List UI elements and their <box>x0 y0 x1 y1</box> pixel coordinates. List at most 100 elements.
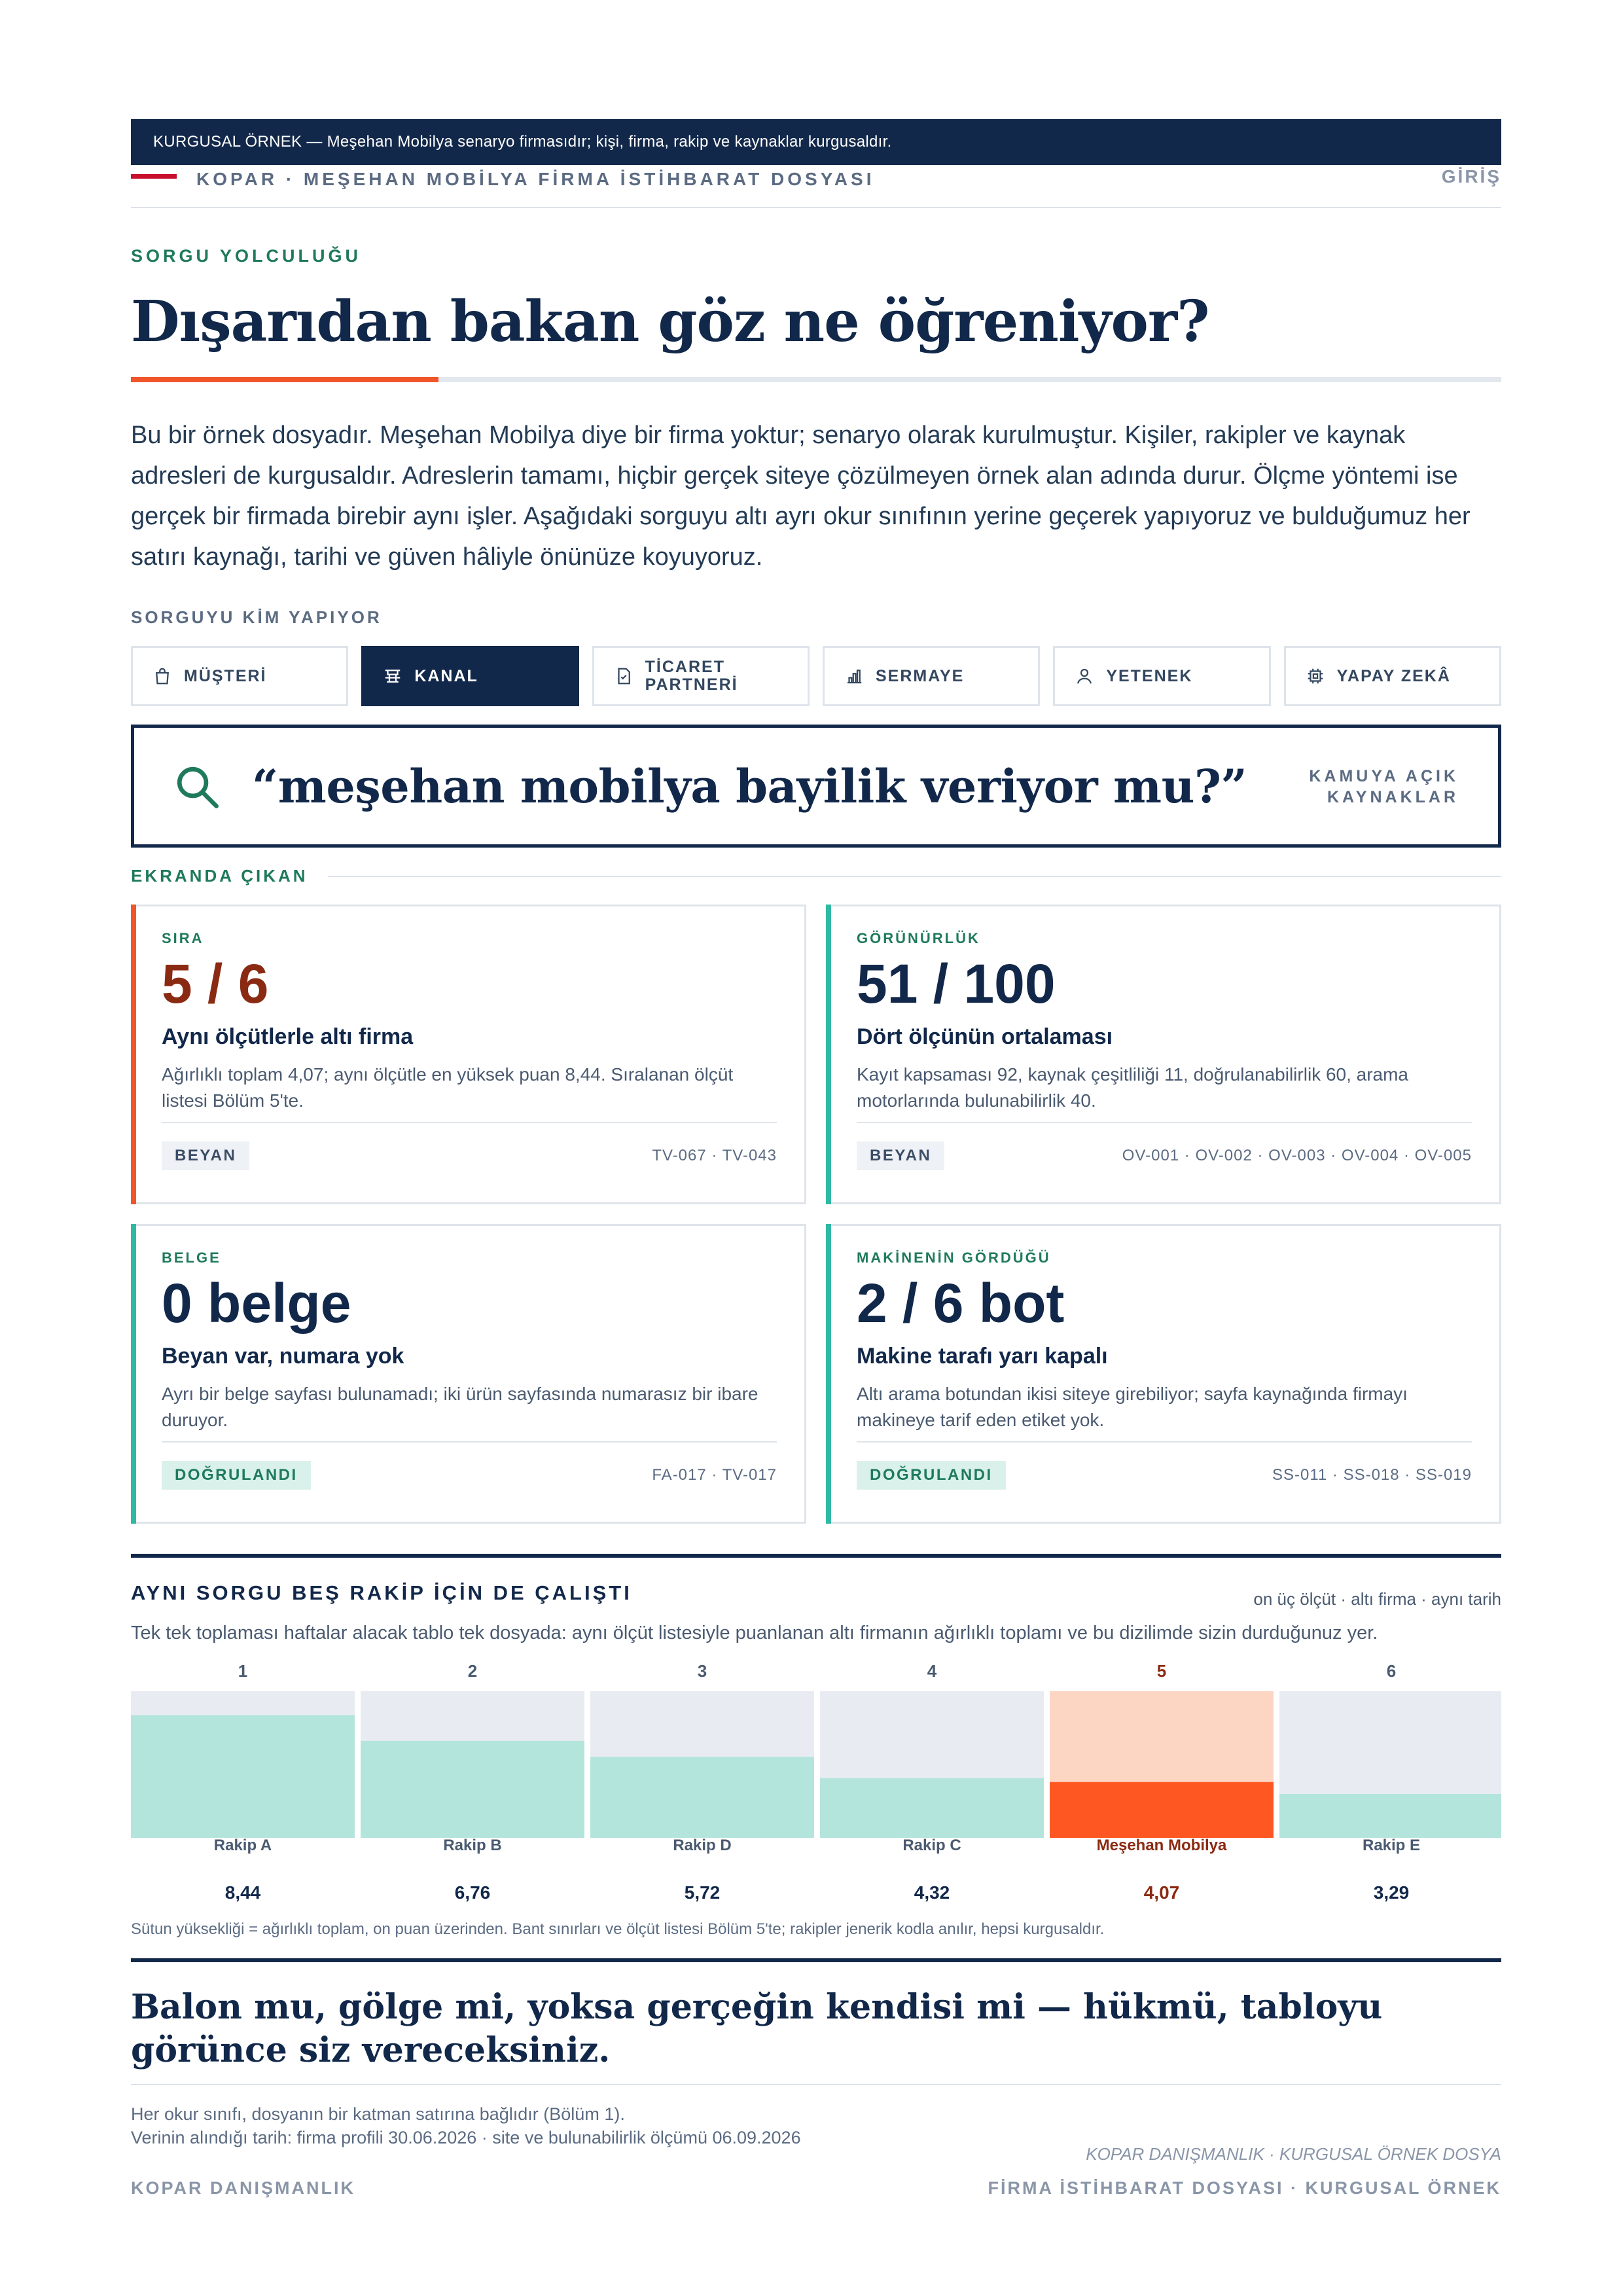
tab-ticaret-partneri[interactable]: TİCARET PARTNERİ <box>592 646 810 706</box>
card-title: Dört ölçünün ortalaması <box>857 1024 1113 1049</box>
card-desc: Kayıt kapsaması 92, kaynak çeşitliliği 1… <box>857 1064 1409 1111</box>
card-value: 2 / 6 bot <box>857 1272 1065 1334</box>
card-makine: MAKİNENİN GÖRDÜĞÜ 2 / 6 bot Makine taraf… <box>826 1224 1501 1524</box>
value-label: 4,07 <box>1143 1882 1180 1903</box>
card-footer: BEYAN TV-067 · TV-043 <box>162 1141 777 1170</box>
card-accent-bar <box>826 1224 831 1524</box>
card-gorunurluk: GÖRÜNÜRLÜK 51 / 100 Dört ölçünün ortalam… <box>826 905 1501 1204</box>
person-icon <box>1077 668 1092 684</box>
footer-date: Verinin alındığı tarih: firma profili 30… <box>131 2128 801 2147</box>
brand-title: KOPAR · MEŞEHAN MOBİLYA FİRMA İSTİHBARAT… <box>196 169 875 189</box>
bar <box>1050 1782 1274 1838</box>
card-label: SIRA <box>162 930 204 946</box>
card-label: BELGE <box>162 1249 221 1266</box>
card-value: 51 / 100 <box>857 953 1056 1014</box>
card-footer: BEYAN OV-001 · OV-002 · OV-003 · OV-004 … <box>857 1141 1472 1170</box>
card-divider <box>162 1441 777 1443</box>
fictional-notice-banner: KURGUSAL ÖRNEK — Meşehan Mobilya senaryo… <box>131 119 1501 165</box>
card-sira: SIRA 5 / 6 Aynı ölçütlerle altı firma Ağ… <box>131 905 806 1204</box>
screen-label: EKRANDA ÇIKAN <box>131 866 308 886</box>
comparison-title: AYNI SORGU BEŞ RAKİP İÇİN DE ÇALIŞTI <box>131 1581 632 1604</box>
tab-yapay-zeka[interactable]: YAPAY ZEKÂ <box>1283 646 1501 706</box>
card-title: Beyan var, numara yok <box>162 1344 404 1369</box>
card-desc: Ağırlıklı toplam 4,07; aynı ölçütle en y… <box>162 1064 734 1111</box>
footer-dossier-label: FİRMA İSTİHBARAT DOSYASI · KURGUSAL ÖRNE… <box>988 2178 1501 2198</box>
card-divider <box>857 1441 1472 1443</box>
tab-yetenek[interactable]: YETENEK <box>1053 646 1271 706</box>
closing-statement: Balon mu, gölge mi, yoksa gerçeğin kendi… <box>131 1958 1501 2085</box>
intro-paragraph: Bu bir örnek dosyadır. Meşehan Mobilya d… <box>131 422 1471 571</box>
ranking-bars <box>131 1691 1501 1838</box>
source-refs: OV-001 · OV-002 · OV-003 · OV-004 · OV-0… <box>1122 1147 1472 1164</box>
company-name-label: Rakip C <box>902 1837 961 1854</box>
tab-sermaye[interactable]: SERMAYE <box>822 646 1041 706</box>
subhead-rule <box>327 875 1501 877</box>
footer-company: KOPAR DANIŞMANLIK <box>131 2178 355 2198</box>
card-accent-bar <box>826 905 831 1204</box>
bar-chart-icon <box>847 670 862 684</box>
brand-mark <box>131 174 177 179</box>
tab-label: MÜŞTERİ <box>184 666 267 685</box>
company-name-label: Rakip B <box>443 1837 502 1854</box>
source-refs: TV-067 · TV-043 <box>652 1147 777 1164</box>
value-label: 3,29 <box>1373 1882 1410 1903</box>
card-accent-bar <box>131 905 136 1204</box>
source-refs: FA-017 · TV-017 <box>652 1466 777 1484</box>
entry-link[interactable]: GİRİŞ <box>1441 166 1501 187</box>
card-divider <box>162 1122 777 1123</box>
company-name-label: Rakip D <box>673 1837 732 1854</box>
ranking-chart: Sütun yüksekliği = ağırlıklı toplam, on … <box>131 1661 1501 1949</box>
status-badge: BEYAN <box>857 1141 945 1170</box>
page-title: Dışarıdan bakan göz ne öğreniyor? <box>131 289 1210 355</box>
card-title: Makine tarafı yarı kapalı <box>857 1344 1108 1369</box>
card-value: 0 belge <box>162 1272 351 1334</box>
rank-label: 5 <box>1156 1661 1167 1681</box>
value-label: 5,72 <box>684 1882 721 1903</box>
competitor-comparison: AYNI SORGU BEŞ RAKİP İÇİN DE ÇALIŞTI on … <box>131 1554 1501 1949</box>
rank-label: 4 <box>927 1661 937 1681</box>
query-source: KAMUYA AÇIK KAYNAKLAR <box>1309 767 1459 806</box>
card-label: MAKİNENİN GÖRDÜĞÜ <box>857 1249 1051 1266</box>
title-rule-accent <box>131 377 438 382</box>
bar <box>590 1757 814 1838</box>
section-kicker: SORGU YOLCULUĞU <box>131 246 362 266</box>
card-value: 5 / 6 <box>162 953 269 1014</box>
screen-subhead: EKRANDA ÇIKAN <box>131 866 1501 886</box>
rank-label: 1 <box>238 1661 248 1681</box>
status-badge: BEYAN <box>162 1141 250 1170</box>
document-check-icon <box>618 668 630 685</box>
bar <box>1279 1794 1501 1838</box>
tab-label: KANAL <box>414 666 478 685</box>
tab-label: YETENEK <box>1106 666 1193 685</box>
tab-musteri[interactable]: MÜŞTERİ <box>131 646 349 706</box>
comparison-meta: on üç ölçüt · altı firma · aynı tarih <box>1253 1589 1501 1609</box>
tab-label: SERMAYE <box>875 666 965 685</box>
footer-right-label: KOPAR DANIŞMANLIK · KURGUSAL ÖRNEK DOSYA <box>1086 2144 1501 2164</box>
source-refs: SS-011 · SS-018 · SS-019 <box>1272 1466 1472 1484</box>
bar <box>131 1715 355 1838</box>
tab-label: TİCARET PARTNERİ <box>645 658 738 694</box>
card-desc: Ayrı bir belge sayfası bulunamadı; iki ü… <box>162 1384 758 1430</box>
query-box[interactable]: “meşehan mobilya bayilik veriyor mu?” KA… <box>131 725 1501 848</box>
card-footer: DOĞRULANDI FA-017 · TV-017 <box>162 1461 777 1490</box>
company-name-label: Meşehan Mobilya <box>1096 1837 1227 1854</box>
title-rule <box>131 377 1501 382</box>
finding-cards: SIRA 5 / 6 Aynı ölçütlerle altı firma Ağ… <box>131 905 1501 1524</box>
page: KURGUSAL ÖRNEK — Meşehan Mobilya senaryo… <box>131 119 1501 2198</box>
bar <box>820 1778 1044 1838</box>
value-label: 6,76 <box>454 1882 491 1903</box>
top-nav: KOPAR · MEŞEHAN MOBİLYA FİRMA İSTİHBARAT… <box>131 165 1501 208</box>
value-label: 4,32 <box>914 1882 950 1903</box>
tab-kanal[interactable]: KANAL <box>361 646 579 706</box>
card-belge: BELGE 0 belge Beyan var, numara yok Ayrı… <box>131 1224 806 1524</box>
card-accent-bar <box>131 1224 136 1524</box>
card-title: Aynı ölçütlerle altı firma <box>162 1024 414 1049</box>
query-text: “meşehan mobilya bayilik veriyor mu?” <box>252 759 1247 814</box>
card-desc: Altı arama botundan ikisi siteye girebil… <box>857 1384 1408 1430</box>
reader-tabs: MÜŞTERİ KANAL TİCARET PARTNERİ SERMAYE Y… <box>131 646 1501 706</box>
chart-note: Sütun yüksekliği = ağırlıklı toplam, on … <box>131 1920 1105 1938</box>
card-label: GÖRÜNÜRLÜK <box>857 930 980 946</box>
rank-label: 3 <box>697 1661 707 1681</box>
bar <box>361 1740 584 1838</box>
rank-label: 6 <box>1386 1661 1397 1681</box>
